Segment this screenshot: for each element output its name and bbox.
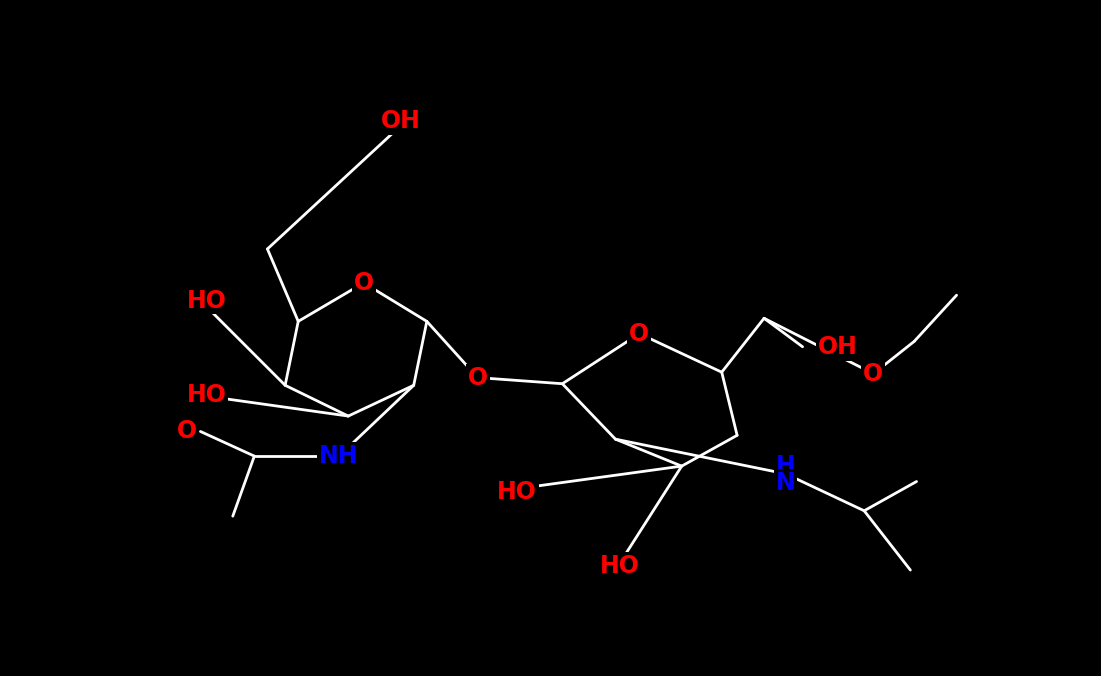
Text: O: O bbox=[468, 366, 488, 389]
Text: HO: HO bbox=[186, 383, 227, 407]
Text: O: O bbox=[630, 322, 650, 345]
Text: HO: HO bbox=[497, 479, 537, 504]
Text: HO: HO bbox=[599, 554, 640, 578]
Text: O: O bbox=[353, 271, 373, 295]
Text: HO: HO bbox=[186, 289, 227, 312]
Text: N: N bbox=[776, 471, 796, 495]
Text: H: H bbox=[776, 454, 796, 478]
Text: NH: NH bbox=[319, 444, 359, 468]
Text: O: O bbox=[863, 362, 883, 386]
Text: OH: OH bbox=[381, 109, 421, 133]
Text: O: O bbox=[176, 420, 197, 443]
Text: OH: OH bbox=[818, 335, 858, 359]
